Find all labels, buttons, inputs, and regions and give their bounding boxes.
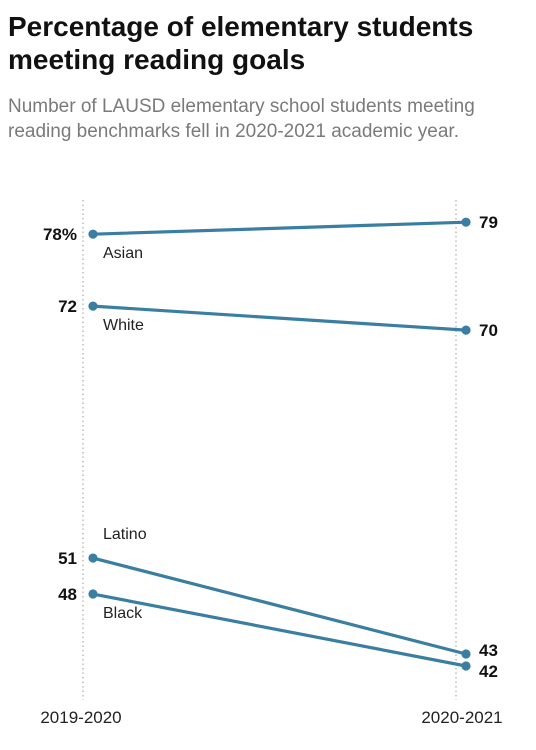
series-line-black xyxy=(91,592,468,668)
series-name-label-white: White xyxy=(103,317,144,334)
data-point-white-2020-2021 xyxy=(461,325,471,335)
series-line-asian xyxy=(91,220,468,236)
data-point-asian-2020-2021 xyxy=(461,217,471,227)
start-value-label-white: 72 xyxy=(58,297,77,316)
chart-title: Percentage of elementary students meetin… xyxy=(8,11,474,75)
data-point-latino-2020-2021 xyxy=(461,649,471,659)
data-point-asian-2019-2020 xyxy=(88,229,98,239)
data-point-white-2019-2020 xyxy=(88,301,98,311)
end-value-label-black: 42 xyxy=(479,662,498,681)
series-line-latino xyxy=(91,556,468,656)
start-value-label-latino: 51 xyxy=(58,549,77,568)
start-value-label-black: 48 xyxy=(58,585,77,604)
start-value-label-asian: 78% xyxy=(43,225,77,244)
end-value-label-white: 70 xyxy=(479,321,498,340)
x-tick-label-0: 2019-2020 xyxy=(40,708,121,727)
end-value-label-asian: 79 xyxy=(479,213,498,232)
series-name-label-latino: Latino xyxy=(103,526,147,543)
chart-subtitle: Number of LAUSD elementary school studen… xyxy=(8,96,475,142)
x-tick-label-1: 2020-2021 xyxy=(421,708,502,727)
series-line-white xyxy=(91,304,468,332)
end-value-label-latino: 43 xyxy=(479,641,498,660)
data-point-black-2020-2021 xyxy=(461,661,471,671)
data-point-latino-2019-2020 xyxy=(88,553,98,563)
data-point-black-2019-2020 xyxy=(88,589,98,599)
series-name-label-asian: Asian xyxy=(103,245,143,262)
series-name-label-black: Black xyxy=(103,605,143,622)
